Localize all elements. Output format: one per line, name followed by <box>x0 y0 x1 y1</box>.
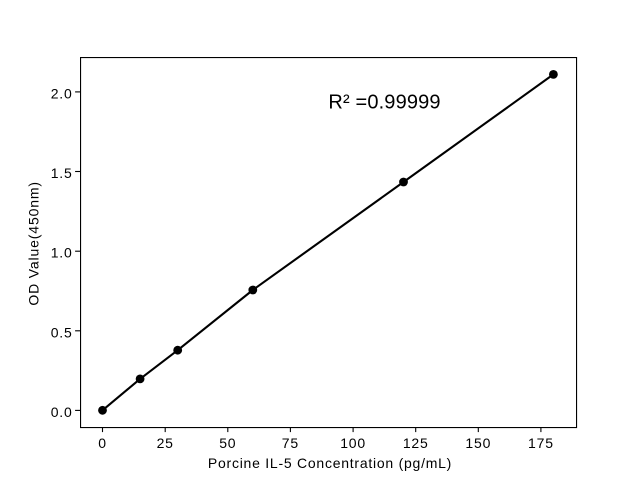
svg-text:125: 125 <box>403 435 429 451</box>
svg-text:0.0: 0.0 <box>51 404 73 420</box>
svg-text:OD Value(450nm): OD Value(450nm) <box>26 181 42 306</box>
svg-text:50: 50 <box>219 435 236 451</box>
svg-text:Porcine IL-5 Concentration (pg: Porcine IL-5 Concentration (pg/mL) <box>208 455 452 471</box>
svg-text:175: 175 <box>528 435 554 451</box>
svg-text:0: 0 <box>98 435 107 451</box>
svg-text:25: 25 <box>157 435 174 451</box>
svg-text:1.0: 1.0 <box>51 245 73 261</box>
svg-text:R² =0.99999: R² =0.99999 <box>328 91 440 113</box>
svg-text:0.5: 0.5 <box>51 324 73 340</box>
svg-text:1.5: 1.5 <box>51 165 73 181</box>
svg-text:100: 100 <box>340 435 366 451</box>
svg-text:75: 75 <box>282 435 299 451</box>
svg-text:150: 150 <box>465 435 491 451</box>
svg-text:2.0: 2.0 <box>51 85 73 101</box>
